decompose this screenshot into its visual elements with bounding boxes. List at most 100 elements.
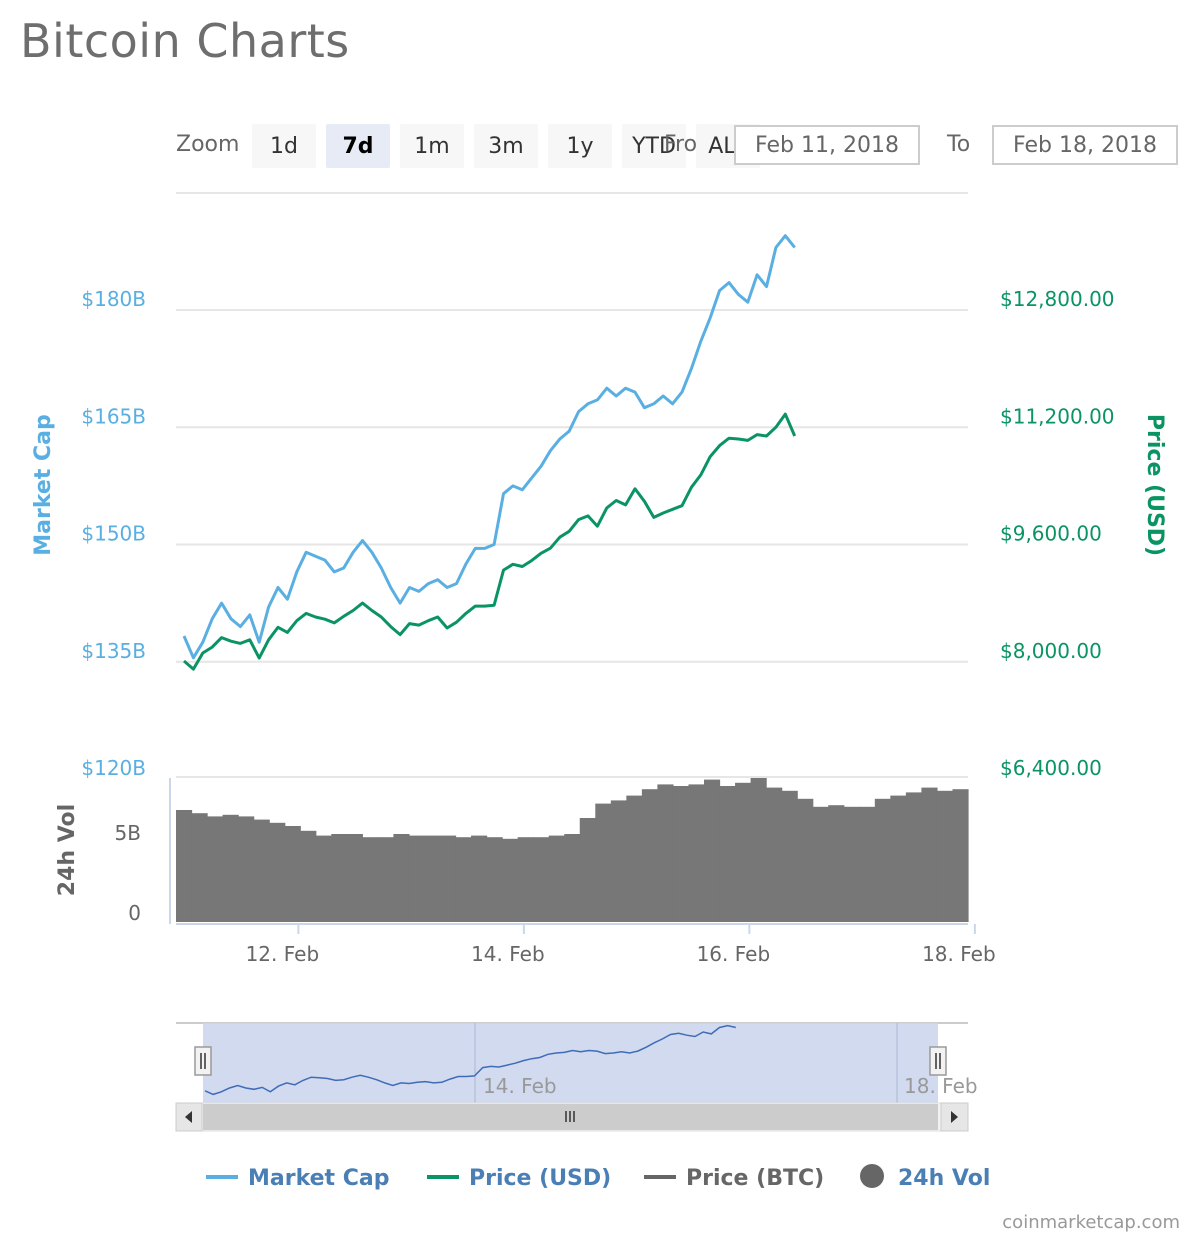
price-grid	[176, 309, 968, 663]
chart-legend: Market Cap Price (USD) Price (BTC) 24h Vol	[206, 1164, 990, 1191]
scroll-right-button[interactable]	[940, 1102, 969, 1132]
navigator-tick-label: 14. Feb	[483, 1074, 557, 1098]
x-axis: 12. Feb 14. Feb 16. Feb 18. Feb	[246, 924, 996, 966]
scrollbar[interactable]	[175, 1102, 969, 1132]
market-cap-tick-label: $120B	[81, 756, 146, 780]
volume-bar	[626, 795, 643, 922]
volume-bar	[610, 800, 627, 922]
volume-bar	[408, 835, 426, 922]
market-cap-tick-label: $180B	[81, 287, 146, 311]
zoom-1m-button[interactable]: 1m	[400, 124, 464, 168]
volume-bar	[828, 805, 845, 922]
zoom-ytd-button[interactable]: YTD	[622, 124, 686, 168]
price-tick-label: $11,200.00	[1000, 404, 1115, 428]
volume-bar	[750, 778, 767, 922]
price-usd-line	[183, 412, 797, 671]
volume-bar	[346, 834, 363, 922]
volume-bar	[393, 834, 410, 922]
volume-bar	[641, 789, 659, 922]
market-cap-tick-label: $135B	[81, 639, 146, 663]
volume-bar	[207, 816, 224, 922]
x-tick-label: 18. Feb	[922, 942, 996, 966]
market-cap-axis: $120B $135B $150B $165B $180B	[81, 287, 146, 780]
volume-bars	[176, 778, 969, 922]
volume-bar	[936, 790, 954, 922]
volume-bar	[921, 787, 938, 922]
price-axis: $6,400.00 $8,000.00 $9,600.00 $11,200.00 $12…	[1000, 287, 1115, 780]
legend-label: Price (USD)	[469, 1166, 611, 1191]
zoom-1y-button[interactable]: 1y	[548, 124, 612, 168]
volume-bar	[191, 813, 208, 922]
to-date-input[interactable]	[992, 125, 1178, 165]
arrow-left-icon	[185, 1111, 192, 1123]
volume-axis: 0 5B	[115, 821, 141, 925]
volume-bar	[704, 779, 721, 922]
volume-bar	[595, 803, 612, 922]
volume-tick-label: 5B	[115, 821, 141, 845]
volume-bar	[253, 819, 270, 922]
volume-bar	[284, 826, 301, 922]
volume-bar	[517, 837, 534, 922]
volume-bar	[176, 810, 193, 922]
zoom-1d-button[interactable]: 1d	[252, 124, 316, 168]
volume-bar	[377, 837, 395, 922]
market-cap-tick-label: $165B	[81, 404, 146, 428]
scroll-left-button[interactable]	[175, 1102, 203, 1132]
volume-bar	[440, 835, 457, 922]
navigator-right-handle[interactable]	[929, 1046, 947, 1076]
x-tick-label: 16. Feb	[697, 942, 771, 966]
navigator-tick-label: 18. Feb	[904, 1074, 978, 1098]
volume-bar	[812, 806, 829, 922]
price-tick-label: $9,600.00	[1000, 522, 1102, 546]
volume-bar	[238, 816, 255, 922]
volume-bar	[222, 814, 239, 922]
volume-bar	[331, 834, 348, 922]
price-tick-label: $12,800.00	[1000, 287, 1115, 311]
zoom-3m-button[interactable]: 3m	[474, 124, 538, 168]
volume-bar	[502, 838, 519, 922]
volume-bar	[952, 789, 969, 922]
arrow-right-icon	[951, 1111, 958, 1123]
volume-bar	[797, 798, 814, 922]
navigator-mask	[203, 1023, 938, 1103]
legend-marker	[860, 1164, 884, 1188]
volume-tick-label: 0	[128, 901, 141, 925]
price-axis-title: Price (USD)	[1142, 414, 1167, 556]
volume-bar	[579, 818, 596, 922]
volume-bar	[766, 787, 783, 922]
volume-bar	[362, 837, 379, 922]
market-cap-line	[182, 234, 796, 660]
volume-bar	[735, 782, 752, 922]
volume-bar	[455, 837, 472, 922]
price-lines	[182, 234, 797, 671]
volume-bar	[688, 784, 705, 922]
volume-bar	[315, 835, 332, 922]
volume-bar	[424, 835, 441, 922]
source-credit: coinmarketcap.com	[1002, 1212, 1180, 1233]
market-cap-tick-label: $150B	[81, 522, 146, 546]
zoom-label: Zoom	[176, 132, 240, 157]
navigator-left-handle[interactable]	[194, 1046, 212, 1076]
legend-label: Price (BTC)	[686, 1166, 824, 1191]
navigator[interactable]: 14. Feb 18. Feb	[176, 1022, 978, 1103]
legend-label: 24h Vol	[898, 1166, 990, 1191]
x-tick-label: 12. Feb	[246, 942, 320, 966]
navigator-series	[204, 1024, 736, 1096]
volume-bar	[890, 795, 907, 922]
volume-bar	[672, 786, 690, 922]
navigator-line	[204, 1024, 736, 1096]
volume-bar	[300, 830, 317, 922]
legend-label: Market Cap	[248, 1166, 389, 1191]
volume-axis-title: 24h Vol	[55, 804, 80, 896]
volume-bar	[564, 834, 581, 922]
zoom-7d-button[interactable]: 7d	[326, 124, 390, 168]
volume-bar	[548, 835, 565, 922]
price-tick-label: $8,000.00	[1000, 639, 1102, 663]
volume-bar	[657, 784, 674, 922]
volume-bar	[471, 835, 488, 922]
volume-bar	[874, 798, 891, 922]
volume-bar	[533, 837, 550, 922]
from-date-input[interactable]	[734, 125, 920, 165]
volume-bar	[269, 822, 286, 922]
